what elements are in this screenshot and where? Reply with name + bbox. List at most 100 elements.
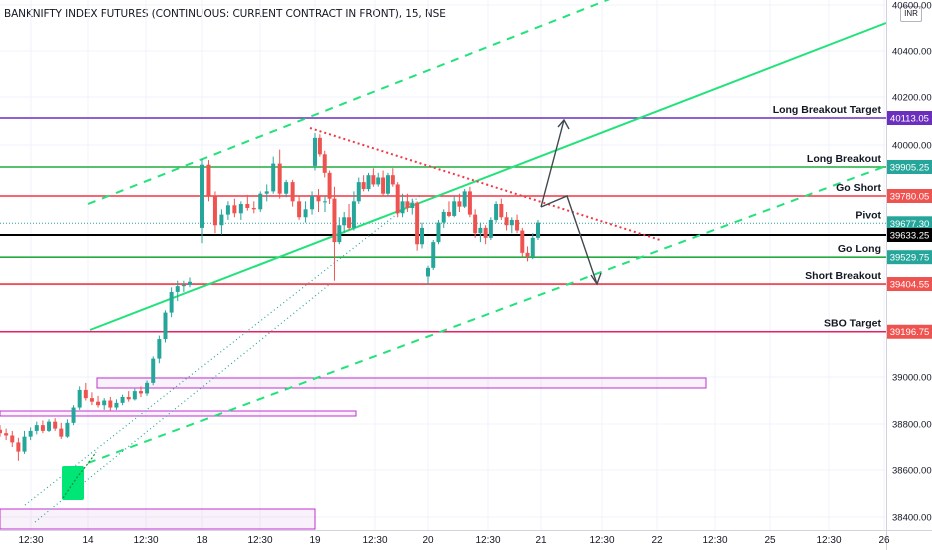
price-tag-value: 40113.05 [890,114,929,125]
candles [0,133,540,461]
candle-body [271,163,276,192]
candle-body [515,219,520,231]
time-tick-label: 20 [422,535,434,546]
time-tick-label: 26 [878,535,890,546]
candle-body [509,219,514,226]
price-axis[interactable]: 38400.0038600.0038800.0039000.0039200.00… [886,0,932,550]
candle-body [323,201,327,203]
price-tick-label: 40000.00 [892,141,932,152]
price-tag-value: 39905.25 [890,163,930,174]
trend-channel-lower [87,165,887,464]
short-arrow-head [590,272,602,286]
time-tick-label: 12:30 [589,535,614,546]
candle-body [232,205,237,214]
candle-body [390,175,395,185]
candle-body [310,196,315,210]
level-label: Pivot [855,209,881,221]
candle-body [65,422,70,437]
price-tag [887,250,932,265]
time-tick-label: 12:30 [133,535,158,546]
candle-body [175,286,180,292]
time-tick-label: 18 [196,535,208,546]
short-arrow-line [540,195,598,285]
candle-body [138,391,143,394]
candle-body [157,339,162,359]
candle-body [71,407,76,423]
candle-body [316,196,321,202]
candle-body [245,203,250,208]
candle-body [488,219,493,238]
trend-line-main [89,22,887,331]
price-tag-value: 39529.75 [890,253,930,264]
trend-lines [24,0,887,523]
price-tag [887,228,932,242]
candle-body [467,191,472,215]
candle-body [114,402,119,408]
level-lines [0,117,886,333]
time-axis[interactable]: 12:30 14 12:30 18 12:30 19 12:30 20 12:30 21 12:30… [0,530,932,547]
price-tag-value: 39196.75 [890,327,930,338]
candle-body [53,421,58,429]
candle-body [10,435,15,443]
candle-body [452,201,457,216]
candle-body [181,285,186,287]
price-tag [887,189,932,203]
candle-body [89,398,94,402]
candle-body [385,175,390,194]
candle-body [120,396,125,403]
candle-body [441,211,446,223]
dotted-trend-a [24,195,421,506]
candle-body [483,227,488,238]
candle-body [284,182,289,194]
currency-badge[interactable]: INR [900,6,922,22]
candle-body [0,429,2,434]
candle-body [126,396,131,400]
time-tick-label: 22 [651,535,663,546]
candle-body [238,203,243,214]
candle-body [415,202,420,245]
candle-body [504,217,509,226]
candle-body [332,198,337,243]
candle-body [77,389,82,408]
candle-body [356,182,361,202]
candle-body [351,201,356,228]
price-tick-label: 40200.00 [892,93,932,104]
demand-zone-box [96,377,707,389]
candle-body [225,205,230,215]
candle-body [536,222,540,238]
entry-marker [62,466,84,500]
price-tag-value: 39633.25 [890,231,930,242]
candle-body [4,433,9,436]
price-tag [887,324,932,339]
candle-body [520,230,525,253]
candle-body [530,237,535,258]
candle-body [457,201,462,207]
candle-body [431,242,436,268]
price-tick-label: 40400.00 [892,47,932,58]
support-zone-box [0,410,357,417]
time-tick-label: 12:30 [816,535,841,546]
long-arrow-head [557,118,570,130]
candle-body [371,175,376,185]
candle-body [22,436,27,452]
time-tick-label: 25 [764,535,776,546]
price-tick-label: 40600.00 [892,1,932,12]
candle-body [28,430,33,437]
time-tick-label: 12:30 [475,535,500,546]
candle-body [478,227,483,234]
price-tick-label: 39000.00 [892,373,932,384]
candle-body [16,442,21,452]
candle-body [40,425,45,431]
candle-body [395,184,400,214]
time-tick-label: 12:30 [702,535,727,546]
level-label: Go Long [838,243,881,255]
candle-body [47,421,52,431]
candle-body [446,211,451,216]
candle-body [313,137,317,166]
candle-body [347,217,352,228]
candle-body [163,312,168,340]
candle-body [264,191,269,194]
candle-body [212,196,217,226]
price-tick-label: 38600.00 [892,466,932,477]
